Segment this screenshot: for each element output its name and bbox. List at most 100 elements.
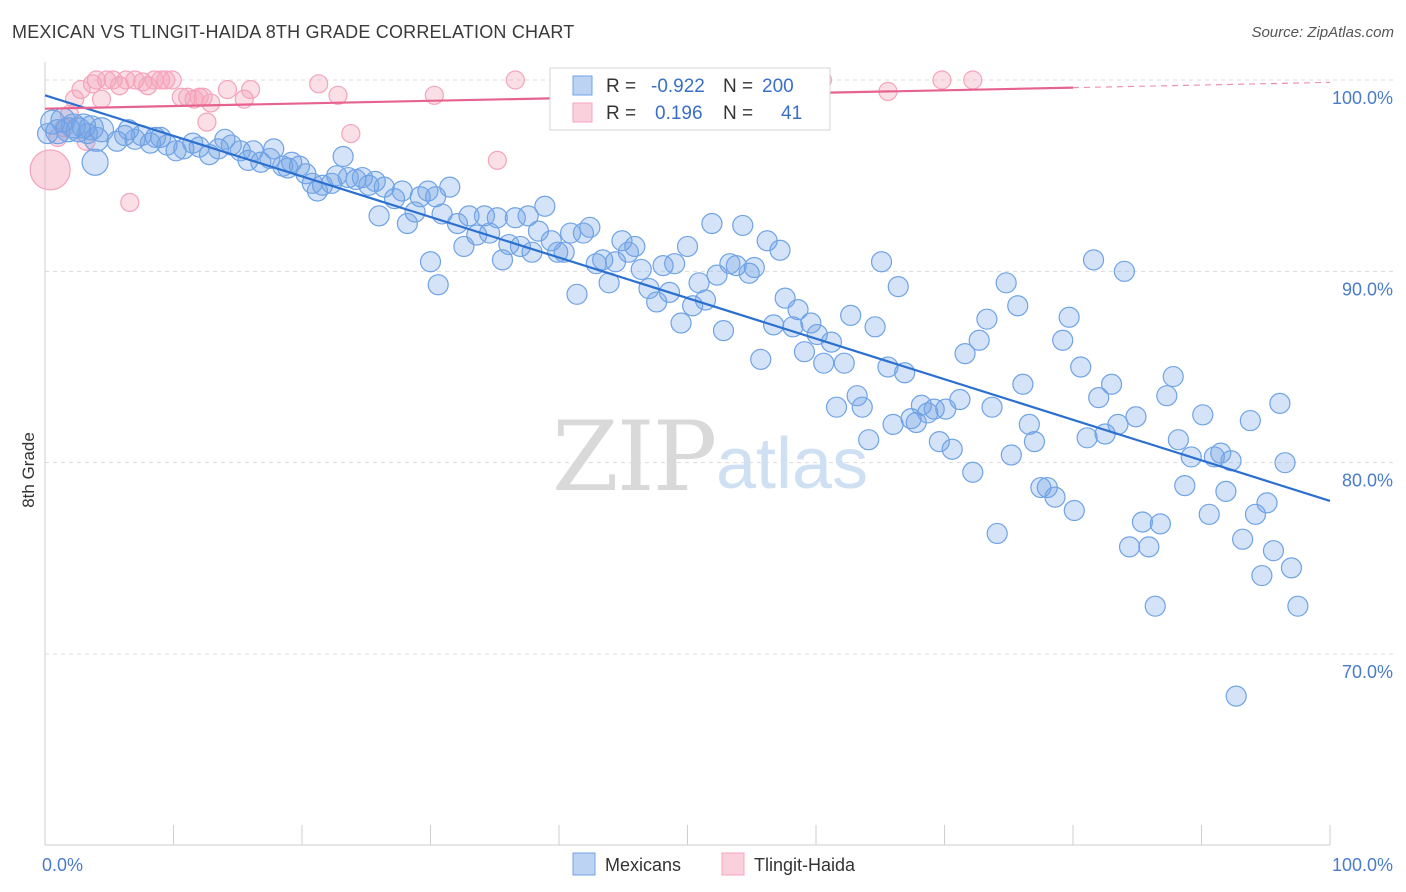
legend-r-value-2: 0.196: [655, 103, 703, 124]
mexican-point: [1215, 480, 1237, 502]
y-tick-label-90: 90.0%: [1342, 279, 1393, 299]
tlingit-haida-point: [487, 150, 507, 170]
mexican-point: [1225, 685, 1247, 707]
mexican-point: [851, 396, 873, 418]
mexican-point: [88, 117, 115, 143]
mexican-point: [572, 222, 595, 244]
mexican-point: [941, 438, 963, 460]
legend-r-label-2: R =: [606, 103, 636, 124]
mexican-point: [1012, 373, 1034, 395]
tlingit-haida-point: [162, 70, 182, 90]
mexican-point: [1100, 373, 1123, 395]
legend-swatch-tlingit: [572, 102, 593, 123]
mexican-point: [534, 195, 556, 217]
tlingit-haida-point: [217, 79, 238, 100]
mexican-point: [1044, 486, 1066, 508]
mexican-point: [1000, 444, 1022, 466]
mexican-point: [813, 352, 835, 374]
mexican-point: [419, 251, 442, 273]
tlingit-haida-point: [932, 70, 952, 90]
tlingit-haida-point: [86, 70, 107, 90]
mexican-point: [1138, 536, 1160, 558]
mexican-point: [182, 132, 204, 154]
mexican-point: [1118, 536, 1141, 558]
mexican-point: [962, 461, 984, 483]
x-tick-label-100: 100.0%: [1332, 855, 1393, 875]
tlingit-haida-point: [197, 112, 217, 132]
tlingit-haida-point: [71, 79, 91, 100]
mexican-point: [670, 312, 692, 334]
mexican-point: [793, 341, 816, 363]
mexican-point: [870, 251, 893, 273]
tlingit-haida-point: [328, 85, 348, 105]
mexican-point: [1269, 392, 1291, 414]
mexican-point: [1239, 409, 1261, 432]
mexican-point: [1052, 329, 1074, 351]
mexican-point: [1256, 492, 1278, 514]
tlingit-haida-point: [29, 149, 71, 191]
mexican-point: [995, 272, 1017, 294]
mexican-point: [517, 205, 539, 227]
mexican-point: [1088, 387, 1110, 409]
mexican-point: [732, 214, 754, 237]
mexican-point: [750, 348, 772, 370]
mexican-point: [840, 304, 862, 326]
bottom-legend-tlingit: Tlingit-Haida: [754, 855, 856, 875]
mexican-point: [1192, 404, 1214, 426]
mexican-point: [743, 256, 765, 279]
mexican-point: [923, 398, 945, 420]
legend-r-label-1: R =: [606, 76, 636, 97]
mexican-point: [368, 205, 390, 227]
legend-r-value-1: -0.922: [651, 76, 705, 97]
mexican-point: [882, 413, 904, 435]
mexican-point: [664, 253, 686, 275]
mexican-point: [1167, 429, 1189, 451]
mexican-point: [1280, 557, 1303, 579]
bottom-legend-mexicans: Mexicans: [605, 855, 681, 875]
tlingit-trend-extension: [1072, 81, 1331, 89]
y-tick-label-100: 100.0%: [1332, 88, 1393, 108]
mexican-point: [458, 205, 480, 227]
tlingit-haida-point: [156, 70, 176, 90]
mexican-point: [1232, 528, 1254, 550]
tlingit-haida-point: [91, 89, 112, 109]
mexican-point: [887, 276, 909, 298]
legend: R = -0.922 N = 200 R = 0.196 N = 41: [549, 67, 831, 131]
tlingit-haida-point: [120, 192, 140, 213]
mexican-point: [928, 431, 950, 453]
mexican-point: [1113, 260, 1136, 282]
legend-n-value-1: 200: [762, 76, 794, 97]
mexican-point: [358, 174, 380, 196]
mexican-point: [1162, 365, 1184, 388]
mexican-point: [833, 352, 855, 374]
legend-n-label-2: N =: [723, 103, 753, 124]
mexican-point: [630, 258, 652, 281]
tlingit-haida-point: [309, 74, 329, 94]
axes: [44, 62, 1331, 846]
mexican-point: [1125, 406, 1147, 428]
mexican-point: [1287, 595, 1309, 617]
mexican-point: [846, 385, 868, 407]
mexican-point: [1198, 503, 1220, 525]
bottom-legend-swatch-tlingit: [721, 852, 745, 876]
chart-title: MEXICAN VS TLINGIT-HAIDA 8TH GRADE CORRE…: [12, 22, 575, 42]
legend-swatch-mexicans: [572, 75, 593, 96]
bottom-legend-swatch-mexicans: [572, 852, 596, 876]
mexican-point: [1156, 385, 1178, 407]
mexican-point: [1076, 427, 1098, 449]
mexican-point: [981, 396, 1003, 418]
mexican-point: [76, 122, 99, 145]
y-tick-label-70: 70.0%: [1342, 662, 1393, 682]
watermark-zip: ZIP: [552, 401, 715, 513]
mexican-point: [954, 343, 976, 365]
mexican-point: [55, 117, 81, 143]
mexican-point: [36, 122, 59, 145]
tlingit-haida-point: [241, 79, 261, 100]
mexican-point: [1063, 499, 1085, 522]
mexican-point: [864, 316, 886, 338]
mexican-point: [547, 241, 569, 263]
mexican-point: [825, 396, 848, 418]
mexican-point: [712, 320, 735, 342]
tick-labels: 70.0% 80.0% 90.0% 100.0% 0.0% 100.0%: [42, 88, 1393, 875]
legend-n-value-2: 41: [781, 103, 802, 124]
